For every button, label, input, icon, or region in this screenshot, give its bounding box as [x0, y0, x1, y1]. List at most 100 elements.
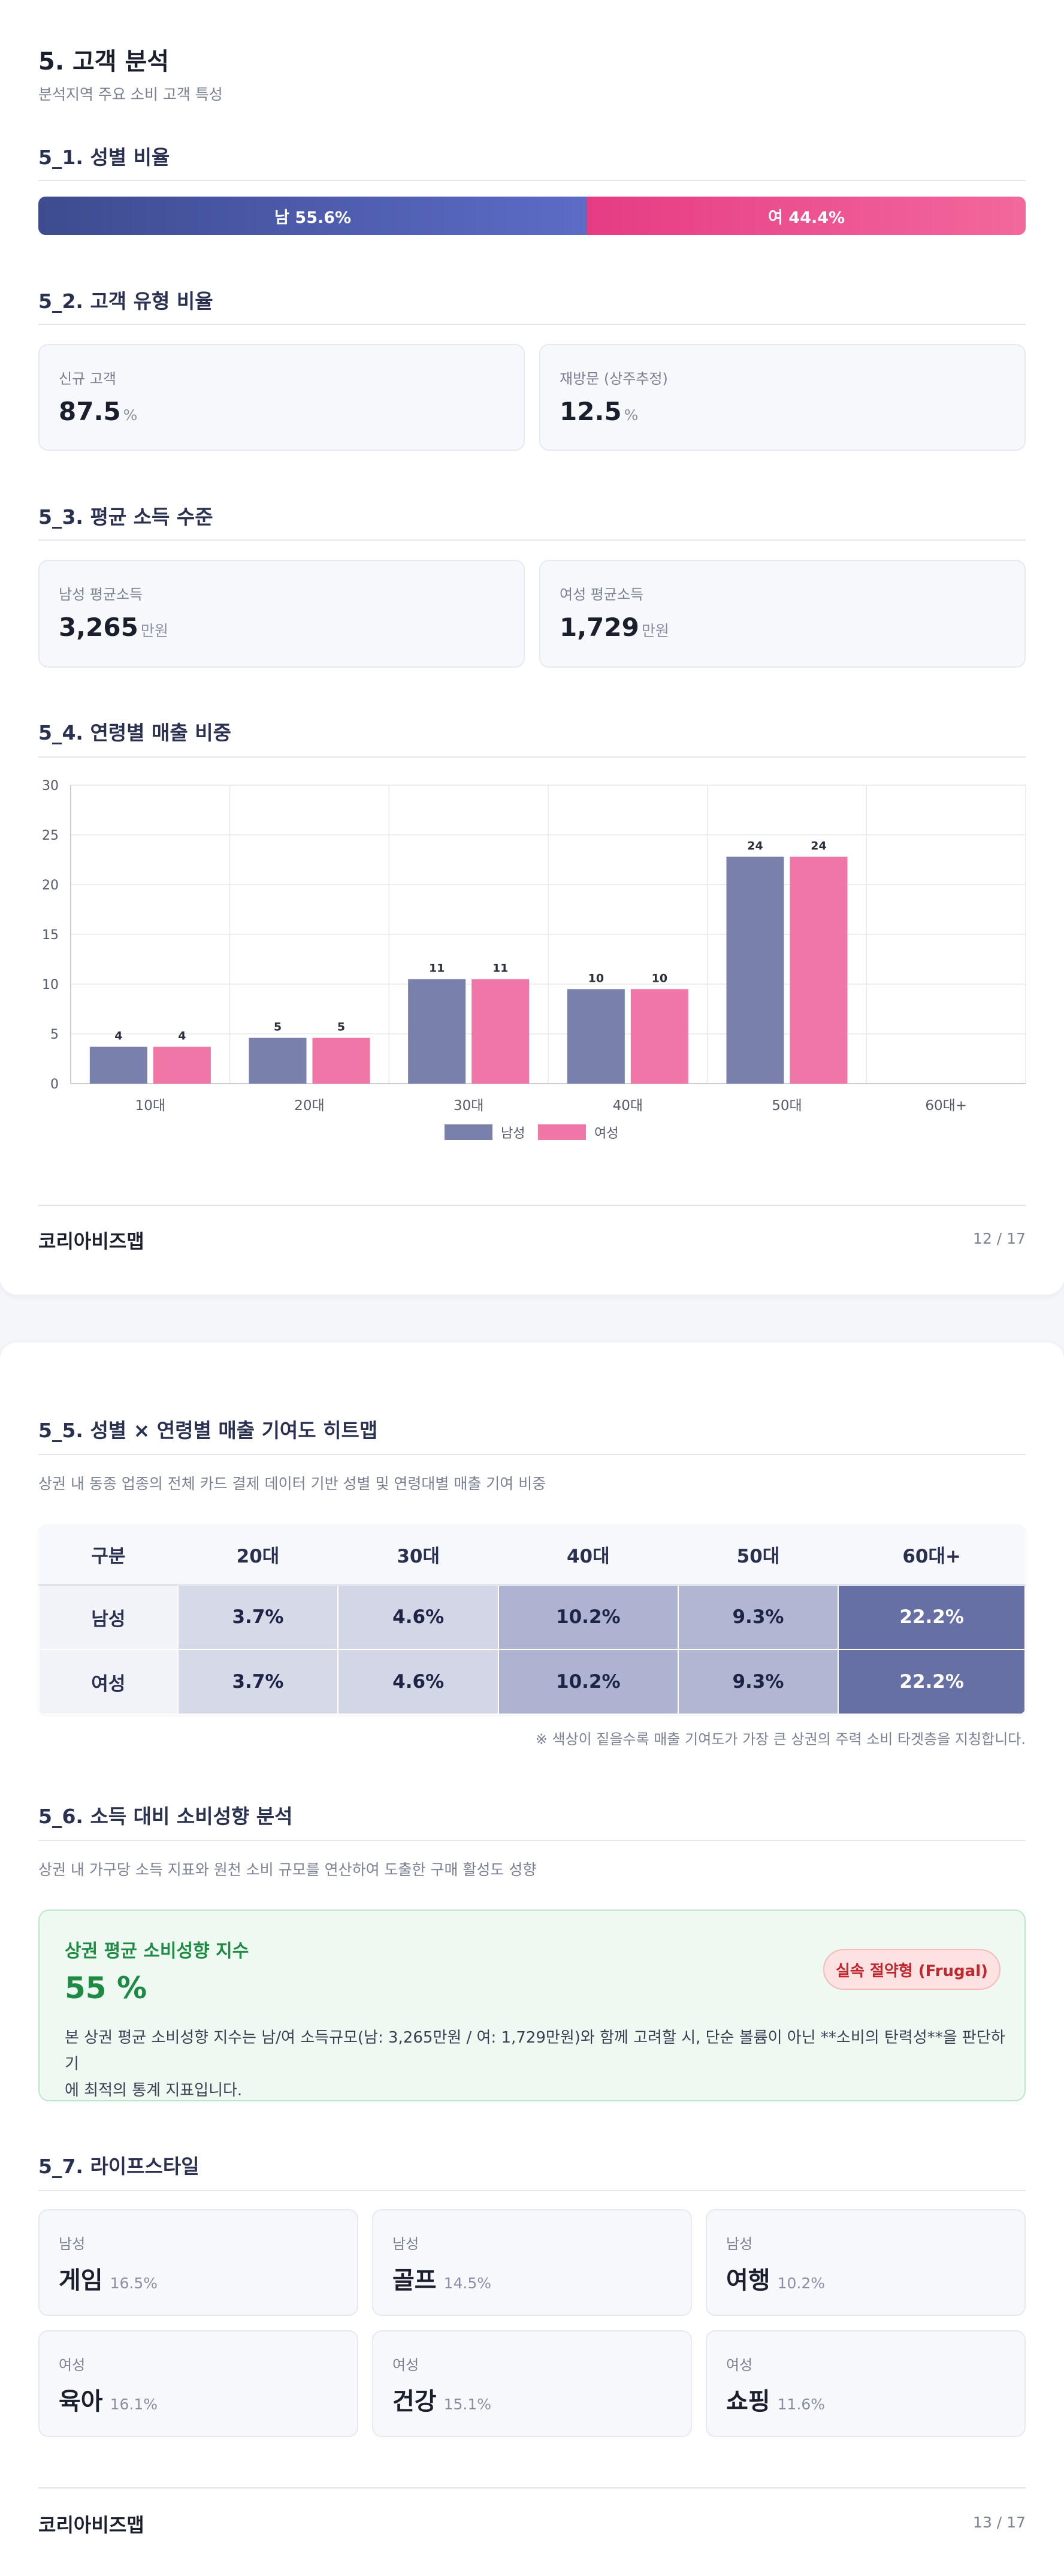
- section-divider: [38, 756, 1026, 758]
- table-row: 여성 3.7% 4.6% 10.2% 9.3% 22.2%: [38, 1649, 1026, 1715]
- card-value: 87.5%: [59, 397, 138, 426]
- footer-divider: [38, 1205, 1026, 1206]
- page-number: 13 / 17: [973, 2514, 1026, 2531]
- heatmap-description: 상권 내 동종 업종의 전체 카드 결제 데이터 기반 성별 및 연령대별 매출…: [38, 1475, 546, 1492]
- column-header: 구분: [39, 1525, 178, 1586]
- male-share-segment: 남 55.6%: [38, 197, 588, 235]
- y-tick-label: 15: [42, 928, 59, 943]
- table-row: 남성 3.7% 4.6% 10.2% 9.3% 22.2%: [38, 1584, 1026, 1650]
- propensity-description: 상권 내 가구당 소득 지표와 원천 소비 규모를 연산하여 도출한 구매 활성…: [38, 1861, 537, 1878]
- propensity-index-label: 상권 평균 소비성향 지수: [65, 1941, 249, 1962]
- lifestyle-card: 남성 골프 14.5%: [372, 2209, 692, 2316]
- lifestyle-card: 남성 여행 10.2%: [706, 2209, 1026, 2316]
- y-tick-label: 0: [50, 1077, 59, 1092]
- page-subtitle: 분석지역 주요 소비 고객 특성: [38, 86, 223, 103]
- card-label: 남성 평균소득: [59, 586, 143, 603]
- heatmap-cell: 3.7%: [177, 1584, 339, 1650]
- y-tick-label: 30: [42, 779, 59, 794]
- column-header: 60대+: [838, 1525, 1025, 1586]
- propensity-title: 5_6. 소득 대비 소비성향 분석: [38, 1805, 293, 1828]
- lifestyle-gender: 남성: [59, 2236, 86, 2252]
- male-income-card: 남성 평균소득 3,265 만원: [38, 560, 525, 668]
- card-value: 3,265 만원: [59, 613, 168, 642]
- lifestyle-item: 여행 10.2%: [726, 2267, 826, 2294]
- y-tick-label: 25: [42, 828, 59, 843]
- bar-female: [153, 1046, 211, 1084]
- lifestyle-title: 5_7. 라이프스타일: [38, 2155, 200, 2178]
- bar-male: [89, 1046, 147, 1084]
- x-tick-label: 10대: [135, 1098, 165, 1114]
- customer-type-title: 5_2. 고객 유형 비율: [38, 289, 213, 313]
- section-divider: [38, 539, 1026, 541]
- heatmap-table-wrapper: 구분 20대 30대 40대 50대 60대+ 남성 3.7% 4.6% 10.…: [38, 1525, 1026, 1715]
- page-number: 12 / 17: [973, 1230, 1026, 1247]
- age-sales-chart: 0 5 10 15 20 25 30 4 4 10대 5 5 20대 11 11 30대 10 10 40대 24 24…: [42, 779, 1026, 1141]
- heatmap-cell: 9.3%: [677, 1649, 839, 1715]
- lifestyle-gender: 남성: [392, 2236, 419, 2252]
- heatmap-cell: 9.3%: [677, 1584, 839, 1650]
- column-header: 20대: [177, 1525, 338, 1586]
- explanation-line: 에 최적의 통계 지표입니다.: [65, 2082, 243, 2100]
- propensity-panel: 상권 평균 소비성향 지수 55 % 실속 절약형 (Frugal) 본 상권 …: [38, 1910, 1026, 2101]
- x-tick-label: 40대: [613, 1098, 643, 1114]
- lifestyle-item: 게임 16.5%: [59, 2267, 158, 2294]
- data-label: 24: [811, 840, 826, 853]
- card-label: 신규 고객: [59, 370, 116, 387]
- x-tick-label: 30대: [454, 1098, 483, 1114]
- card-value: 12.5%: [560, 397, 639, 426]
- heatmap-cell: 22.2%: [838, 1584, 1026, 1650]
- female-share-segment: 여 44.4%: [587, 197, 1026, 235]
- y-tick-label: 10: [42, 978, 59, 993]
- bar-female: [630, 989, 688, 1084]
- card-label: 재방문 (상주추정): [560, 370, 668, 387]
- lifestyle-item: 쇼핑 11.6%: [726, 2388, 826, 2415]
- section-divider: [38, 180, 1026, 181]
- column-header: 50대: [678, 1525, 839, 1586]
- column-header: 40대: [498, 1525, 678, 1586]
- row-label: 남성: [38, 1584, 179, 1650]
- lifestyle-item: 건강 15.1%: [392, 2388, 492, 2415]
- report-page-13: 5_5. 성별 × 연령별 매출 기여도 히트맵 상권 내 동종 업종의 전체 …: [0, 1343, 1064, 2576]
- x-tick-label: 20대: [294, 1098, 324, 1114]
- legend-swatch-female: [538, 1124, 586, 1140]
- heatmap-cell: 3.7%: [177, 1649, 339, 1715]
- heatmap-cell: 10.2%: [497, 1584, 679, 1650]
- legend-label: 여성: [594, 1126, 618, 1141]
- propensity-type-badge: 실속 절약형 (Frugal): [823, 1949, 1000, 1990]
- lifestyle-gender: 여성: [726, 2357, 753, 2373]
- age-sales-title: 5_4. 연령별 매출 비중: [38, 721, 231, 744]
- income-title: 5_3. 평균 소득 수준: [38, 505, 213, 529]
- bar-male: [726, 856, 784, 1084]
- data-label: 10: [588, 972, 604, 985]
- heatmap-cell: 4.6%: [337, 1649, 499, 1715]
- propensity-explanation: 본 상권 평균 소비성향 지수는 남/여 소득규모(남: 3,265만원 / 여…: [65, 2025, 1011, 2104]
- column-header: 30대: [338, 1525, 498, 1586]
- card-value: 1,729 만원: [560, 613, 669, 642]
- lifestyle-item: 골프 14.5%: [392, 2267, 492, 2294]
- heatmap-table: 구분 20대 30대 40대 50대 60대+ 남성 3.7% 4.6% 10.…: [38, 1525, 1026, 1715]
- report-page-12: 5. 고객 분석 분석지역 주요 소비 고객 특성 5_1. 성별 비율 남 5…: [0, 0, 1064, 1295]
- lifestyle-gender: 여성: [59, 2357, 86, 2373]
- propensity-index-value: 55 %: [65, 1971, 147, 2005]
- section-divider: [38, 1454, 1026, 1455]
- female-income-card: 여성 평균소득 1,729 만원: [539, 560, 1026, 668]
- gender-ratio-title: 5_1. 성별 비율: [38, 146, 170, 169]
- heatmap-note: ※ 색상이 짙을수록 매출 기여도가 가장 큰 상권의 주력 소비 타겟층을 지…: [535, 1731, 1026, 1748]
- bar-male: [408, 979, 466, 1084]
- heatmap-cell: 4.6%: [337, 1584, 499, 1650]
- section-divider: [38, 2190, 1026, 2191]
- footer-brand: 코리아비즈맵: [38, 1230, 144, 1253]
- legend-label: 남성: [501, 1126, 525, 1141]
- lifestyle-card: 여성 쇼핑 11.6%: [706, 2330, 1026, 2437]
- returning-customer-card: 재방문 (상주추정) 12.5%: [539, 344, 1026, 451]
- x-tick-label: 50대: [772, 1098, 802, 1114]
- heatmap-title: 5_5. 성별 × 연령별 매출 기여도 히트맵: [38, 1419, 378, 1442]
- legend-swatch-male: [445, 1124, 492, 1140]
- row-label: 여성: [38, 1649, 179, 1715]
- explanation-line: 본 상권 평균 소비성향 지수는 남/여 소득규모(남: 3,265만원 / 여…: [65, 2029, 1005, 2073]
- page-title: 5. 고객 분석: [38, 48, 170, 76]
- data-label: 4: [178, 1030, 186, 1043]
- data-label: 5: [274, 1021, 282, 1034]
- data-label: 4: [114, 1030, 122, 1043]
- bar-male: [249, 1037, 307, 1084]
